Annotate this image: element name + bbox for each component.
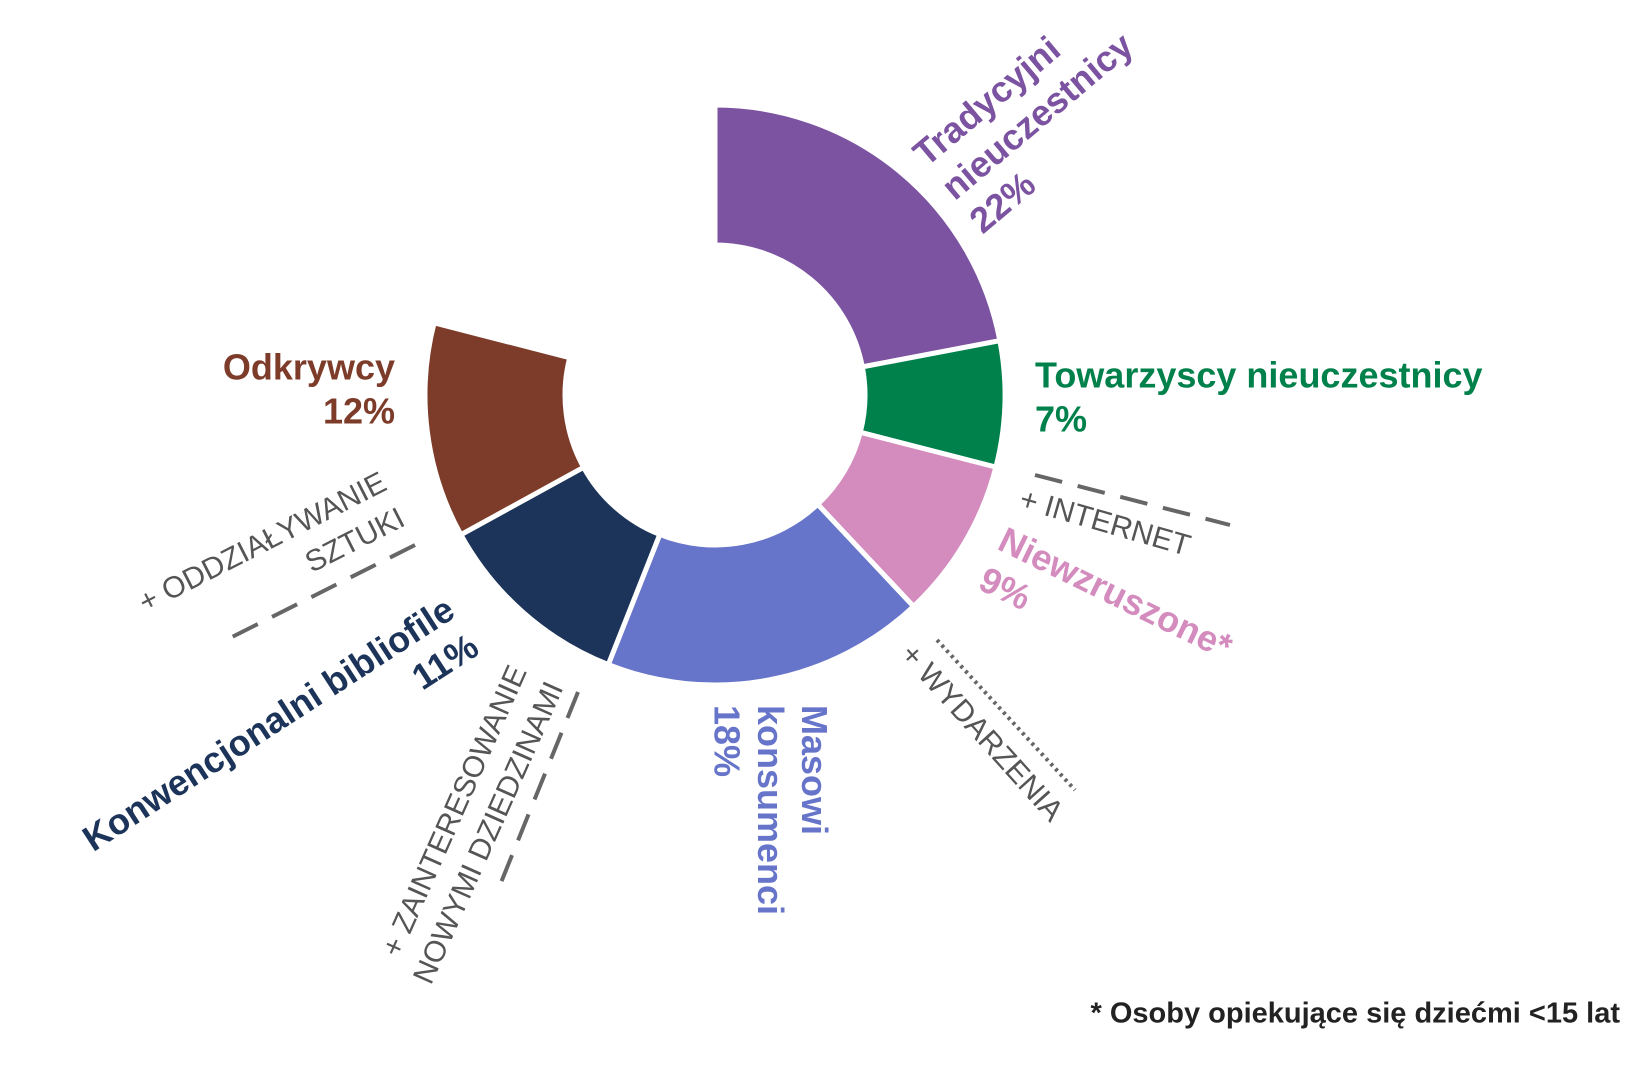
segment-value: 7% <box>1035 399 1087 440</box>
segment-value: 18% <box>706 705 747 777</box>
footnote: * Osoby opiekujące się dziećmi <15 lat <box>1091 998 1621 1030</box>
segment-name: Towarzyscy nieuczestnicy <box>1035 355 1483 396</box>
segment-label: Niewzruszone*9% <box>973 519 1239 667</box>
annotation-text: + WYDARZENIA <box>894 638 1070 828</box>
annotation-line <box>498 691 580 886</box>
segment-name: Masowi konsumenci <box>750 705 835 915</box>
annotation-line <box>935 638 1077 792</box>
donut-segment <box>712 102 1003 370</box>
segment-name: Odkrywcy <box>223 347 395 388</box>
segment-name: Konwencjonalni bibliofile <box>75 588 461 859</box>
donut-segment <box>422 319 587 539</box>
annotation-line <box>229 543 416 640</box>
annotation-line <box>1034 473 1231 527</box>
segment-value: 12% <box>323 391 395 432</box>
annotation: + WYDARZENIA <box>894 638 1070 828</box>
donut-segment <box>604 500 918 688</box>
